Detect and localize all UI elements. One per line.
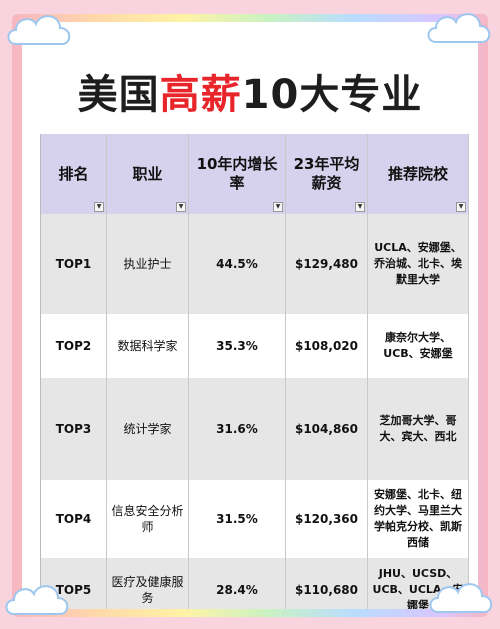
salary-cell: $108,020	[286, 314, 368, 378]
job-cell: 数据科学家	[107, 314, 189, 378]
cloud-icon	[427, 13, 491, 43]
table-row: TOP3 统计学家 31.6% $104,860 芝加哥大学、哥大、宾大、西北	[41, 378, 469, 481]
dropdown-arrow-icon[interactable]: ▼	[273, 202, 283, 212]
header-cell-growth: 10年内增长率 ▼	[189, 134, 286, 214]
growth-cell: 35.3%	[189, 314, 286, 378]
dropdown-arrow-icon[interactable]: ▼	[456, 202, 466, 212]
table-row: TOP4 信息安全分析师 31.5% $120,360 安娜堡、北卡、纽约大学、…	[41, 480, 469, 559]
job-cell: 执业护士	[107, 214, 189, 314]
rank-cell: TOP4	[41, 480, 107, 558]
header-cell-salary: 23年平均薪资 ▼	[286, 134, 368, 214]
job-cell: 统计学家	[107, 378, 189, 480]
job-cell: 医疗及健康服务	[107, 558, 189, 609]
title-highlight: 高薪	[159, 72, 242, 118]
schools-cell: 康奈尔大学、UCB、安娜堡	[368, 314, 469, 378]
cloud-icon	[5, 585, 69, 615]
salary-cell: $120,360	[286, 480, 368, 558]
table-row: TOP1 执业护士 44.5% $129,480 UCLA、安娜堡、乔治城、北卡…	[41, 214, 469, 315]
table-row: TOP5 医疗及健康服务 28.4% $110,680 JHU、UCSD、UCB…	[41, 558, 469, 609]
cloud-icon	[7, 15, 71, 45]
salary-cell: $104,860	[286, 378, 368, 480]
rank-cell: TOP3	[41, 378, 107, 480]
cloud-icon	[429, 583, 493, 613]
rank-cell: TOP1	[41, 214, 107, 314]
header-cell-schools: 推荐院校 ▼	[368, 134, 469, 214]
rank-cell: TOP5	[41, 558, 107, 609]
dropdown-arrow-icon[interactable]: ▼	[355, 202, 365, 212]
header-cell-rank: 排名 ▼	[41, 134, 107, 214]
header-cell-job: 职业 ▼	[107, 134, 189, 214]
table-header-row: 排名 ▼ 职业 ▼ 10年内增长率 ▼ 23年平均薪资 ▼ 推荐院校 ▼	[41, 134, 469, 215]
growth-cell: 31.6%	[189, 378, 286, 480]
schools-cell: 安娜堡、北卡、纽约大学、马里兰大学帕克分校、凯斯西储	[368, 480, 469, 558]
job-cell: 信息安全分析师	[107, 480, 189, 558]
schools-cell: 芝加哥大学、哥大、宾大、西北	[368, 378, 469, 480]
page-title: 美国高薪10大专业	[77, 72, 423, 118]
table-row: TOP2 数据科学家 35.3% $108,020 康奈尔大学、UCB、安娜堡	[41, 314, 469, 379]
growth-cell: 28.4%	[189, 558, 286, 609]
growth-cell: 44.5%	[189, 214, 286, 314]
poster-card: 美国高薪10大专业 排名 ▼ 职业 ▼ 10年内增长率 ▼ 23年平均薪资 ▼ 推荐院校…	[22, 22, 478, 609]
growth-cell: 31.5%	[189, 480, 286, 558]
schools-cell: UCLA、安娜堡、乔治城、北卡、埃默里大学	[368, 214, 469, 314]
rank-cell: TOP2	[41, 314, 107, 378]
salary-cell: $110,680	[286, 558, 368, 609]
salary-table: 排名 ▼ 职业 ▼ 10年内增长率 ▼ 23年平均薪资 ▼ 推荐院校 ▼ TOP1 执业护…	[40, 134, 469, 609]
salary-cell: $129,480	[286, 214, 368, 314]
dropdown-arrow-icon[interactable]: ▼	[176, 202, 186, 212]
dropdown-arrow-icon[interactable]: ▼	[94, 202, 104, 212]
